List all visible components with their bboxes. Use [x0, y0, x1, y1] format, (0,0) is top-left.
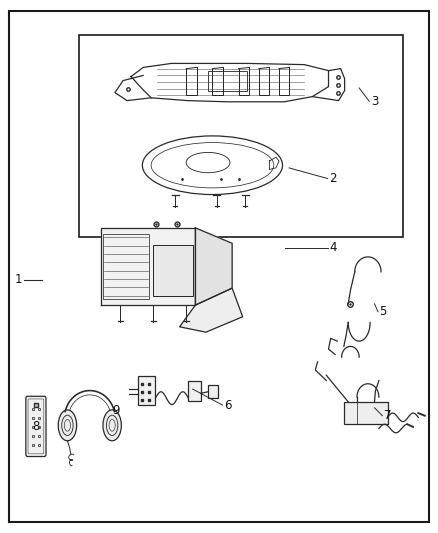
Text: 8: 8	[32, 420, 39, 433]
Text: 4: 4	[329, 241, 337, 254]
Bar	[188, 381, 201, 401]
Text: 5: 5	[380, 305, 387, 318]
Text: 3: 3	[371, 95, 378, 108]
Ellipse shape	[58, 410, 77, 441]
Bar	[79, 35, 403, 237]
Text: 6: 6	[224, 399, 232, 411]
Bar	[153, 245, 193, 296]
Bar	[208, 70, 247, 92]
Text: 1: 1	[14, 273, 22, 286]
Bar	[344, 402, 388, 424]
Bar	[103, 234, 149, 299]
Bar	[138, 376, 155, 405]
Polygon shape	[180, 288, 243, 332]
Text: 2: 2	[329, 172, 337, 185]
Text: 7: 7	[384, 409, 392, 422]
Polygon shape	[101, 228, 195, 305]
Text: 9: 9	[112, 404, 120, 417]
Bar	[208, 385, 218, 398]
Polygon shape	[195, 228, 232, 305]
Ellipse shape	[103, 410, 121, 441]
FancyBboxPatch shape	[26, 397, 46, 456]
